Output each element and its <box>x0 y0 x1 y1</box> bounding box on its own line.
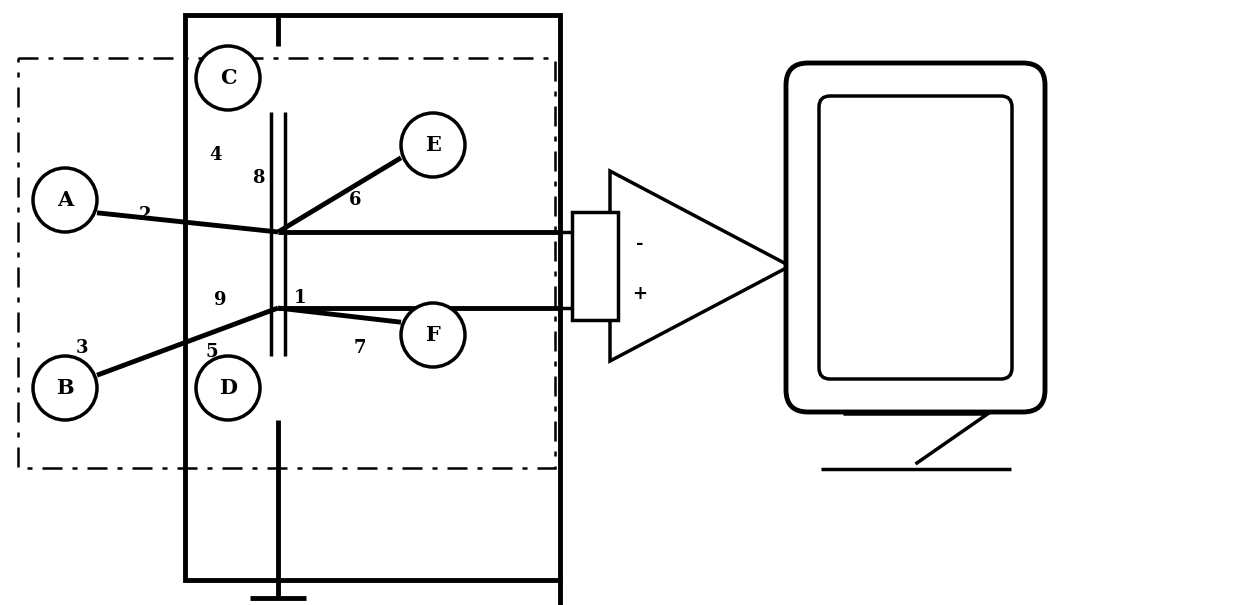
Bar <box>19 58 556 468</box>
Text: A: A <box>57 190 73 210</box>
Text: 6: 6 <box>348 191 361 209</box>
Polygon shape <box>610 171 790 361</box>
Text: -: - <box>636 235 644 253</box>
Text: 2: 2 <box>139 206 151 224</box>
Text: E: E <box>425 135 441 155</box>
Bar <box>185 15 560 580</box>
Text: C: C <box>219 68 237 88</box>
Circle shape <box>401 303 465 367</box>
Text: +: + <box>632 285 647 303</box>
Text: 5: 5 <box>206 343 218 361</box>
Text: F: F <box>425 325 440 345</box>
Text: 3: 3 <box>76 339 88 357</box>
FancyBboxPatch shape <box>818 96 1012 379</box>
Circle shape <box>33 356 97 420</box>
Circle shape <box>401 113 465 177</box>
Text: 7: 7 <box>353 339 366 357</box>
Text: 9: 9 <box>213 291 226 309</box>
Text: B: B <box>56 378 74 398</box>
FancyBboxPatch shape <box>786 63 1045 412</box>
Text: 8: 8 <box>252 169 264 187</box>
Bar <box>572 212 618 320</box>
Circle shape <box>196 356 260 420</box>
Circle shape <box>33 168 97 232</box>
Circle shape <box>196 46 260 110</box>
Text: 1: 1 <box>294 289 306 307</box>
Text: 4: 4 <box>208 146 221 164</box>
Text: D: D <box>219 378 237 398</box>
